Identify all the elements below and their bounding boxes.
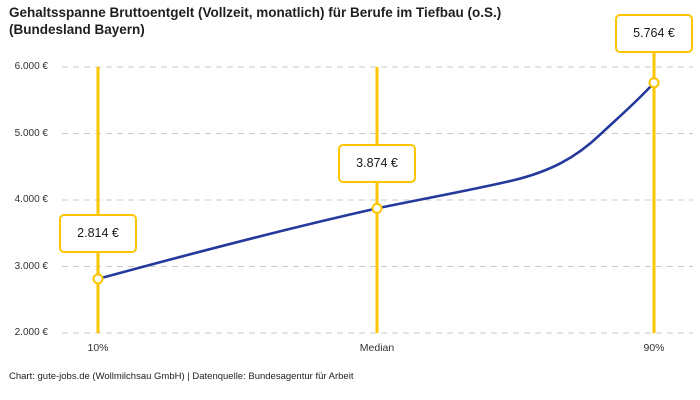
chart-credit: Chart: gute-jobs.de (Wollmilchsau GmbH) … [9,371,354,382]
chart-title-line1: Gehaltsspanne Bruttoentgelt (Vollzeit, m… [9,5,502,20]
chart-title: Gehaltsspanne Bruttoentgelt (Vollzeit, m… [9,5,649,38]
y-axis-tick-4000: 4.000 € [14,194,48,205]
x-axis-tick-median: Median [359,342,395,354]
y-axis-tick-5000: 5.000 € [14,127,48,139]
y-axis-tick-3000: 3.000 € [14,260,48,272]
x-axis-tick-90th-percentile: 90% [643,342,665,354]
data-label-90th-percentile: 5.764 € [615,14,693,53]
x-axis-tick-10th-percentile: 10% [87,342,109,354]
chart-title-line2: (Bundesland Bayern) [9,21,145,37]
y-axis-tick-6000: 6.000 € [14,61,48,72]
data-label-10th-percentile: 2.814 € [59,214,137,253]
y-axis-tick-2000: 2.000 € [14,327,48,338]
data-label-median: 3.874 € [338,144,416,183]
